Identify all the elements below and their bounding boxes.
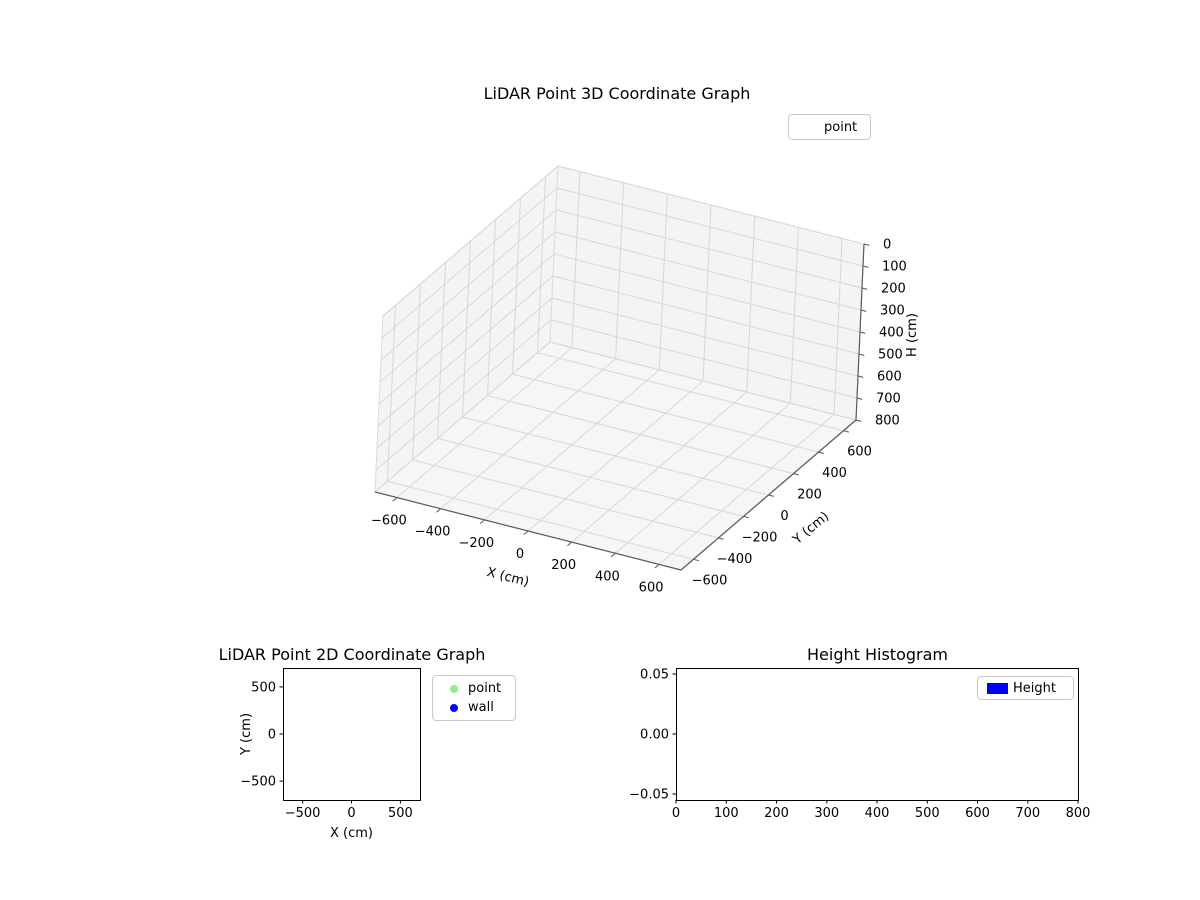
hist-xtick-label: 100 (714, 806, 739, 821)
plot3d-legend-item-point: point (798, 118, 861, 136)
plot2d-xtick-label: 0 (347, 806, 355, 821)
hist-axes: 0 100 200 300 400 500 600 700 800 0.05 0.00 −0.05 (629, 668, 1090, 822)
hist-xtick-label: 500 (915, 806, 940, 821)
hist-legend: Height (977, 676, 1074, 700)
plot3d-ztick-label: 800 (875, 414, 900, 429)
hist-xtick-label: 200 (764, 806, 789, 821)
plot2d-xlabel: X (cm) (330, 826, 373, 841)
plot3d-xtick-label: −400 (415, 525, 451, 540)
plot3d-xtick-label: 400 (595, 569, 620, 584)
hist-ytick-label: −0.05 (629, 788, 669, 803)
plot3d-grid (374, 165, 865, 565)
plot2d-ytick-label: 0 (268, 728, 276, 743)
plot2d-legend-item-point: point (442, 679, 506, 698)
blue-rect-icon (987, 682, 1008, 694)
hist-xtick-label: 400 (865, 806, 890, 821)
hist-ytick-label: 0.05 (640, 668, 669, 683)
plot3d-ztick-label: 100 (882, 260, 907, 275)
plot3d-zlabel: H (cm) (905, 313, 920, 357)
plot3d-legend: point (788, 114, 871, 140)
plot2d-xtick-label: 500 (388, 806, 413, 821)
green-dot-icon (450, 684, 458, 693)
hist-ytick-label: 0.00 (640, 728, 669, 743)
plot2d-legend: point wall (432, 675, 516, 721)
hist-xtick-label: 0 (672, 806, 680, 821)
plot3d-ztick-label: 700 (876, 392, 901, 407)
plot2d-axes: −500 0 500 500 0 −500 X (cm) Y (cm) (239, 668, 421, 841)
height-patch-icon (987, 682, 1013, 694)
plot3d-xtick-label: 200 (551, 558, 576, 573)
plot3d-ztick-label: 300 (880, 304, 905, 319)
hist-legend-label: Height (1013, 680, 1056, 696)
plot2d-ylabel: Y (cm) (239, 713, 254, 756)
plot3d-axes: −600−400−20002004006006004002000−200−400… (371, 164, 920, 596)
plot3d-ytick-label: 200 (797, 488, 822, 503)
plot3d-legend-label: point (824, 119, 858, 135)
hist-xtick-label: 600 (965, 806, 990, 821)
plot2d-ytick-label: −500 (240, 775, 276, 790)
plot3d-xtick-label: −600 (371, 514, 407, 529)
plot3d-ytick-label: −400 (717, 552, 753, 567)
plot2d-ytick-label: 500 (251, 680, 276, 695)
plot2d-title: LiDAR Point 2D Coordinate Graph (218, 645, 486, 664)
hist-xtick-label: 700 (1015, 806, 1040, 821)
plot3d-ytick-label: 0 (780, 509, 788, 524)
plot3d-ticks: −600−400−20002004006006004002000−200−400… (371, 238, 907, 596)
plot3d-ztick-label: 500 (878, 348, 903, 363)
plot3d-ylabel: Y (cm) (790, 509, 833, 548)
plot3d-xtick-label: −200 (458, 536, 494, 551)
plot3d-ytick-label: −200 (742, 530, 778, 545)
wall-marker-icon (442, 703, 468, 712)
plot2d-legend-item-wall: wall (442, 698, 506, 717)
plot3d-title: LiDAR Point 3D Coordinate Graph (483, 84, 751, 103)
plot3d-ytick-label: 400 (822, 466, 847, 481)
plot2d-legend-label-wall: wall (468, 700, 494, 715)
plot3d-ytick-label: 600 (847, 445, 872, 460)
plot3d-ztick-label: 0 (883, 238, 891, 253)
plot2d-legend-label-point: point (468, 681, 502, 696)
plot3d-xtick-label: 0 (516, 547, 524, 562)
plot3d-ztick-label: 600 (877, 370, 902, 385)
plot3d-xlabel: X (cm) (485, 565, 530, 590)
blue-dot-icon (450, 703, 458, 712)
hist-legend-item-height: Height (987, 680, 1064, 696)
point-marker-icon (442, 684, 468, 693)
plot3d-xtick-label: 600 (639, 580, 664, 595)
hist-xtick-label: 800 (1066, 806, 1091, 821)
plot3d-ytick-label: −600 (692, 573, 728, 588)
hist-title: Height Histogram (807, 645, 948, 664)
plot3d-ztick-label: 200 (881, 282, 906, 297)
plot2d-frame (283, 668, 421, 801)
plot3d-ztick-label: 400 (879, 326, 904, 341)
plot2d-xtick-label: −500 (285, 806, 321, 821)
hist-xtick-label: 300 (814, 806, 839, 821)
